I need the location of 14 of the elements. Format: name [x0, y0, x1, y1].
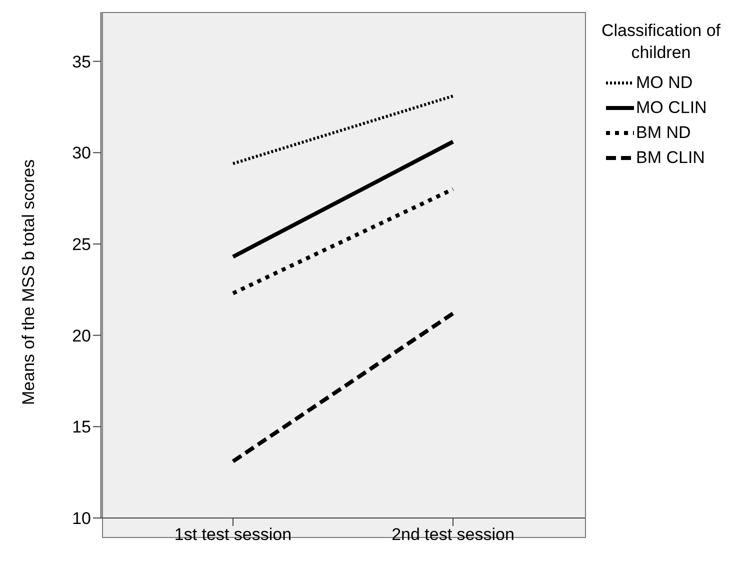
- y-tick-label: 25: [72, 235, 91, 254]
- legend-label: BM ND: [636, 122, 691, 142]
- y-tick-label: 20: [72, 326, 91, 346]
- x-tick-label: 2nd test session: [392, 525, 514, 544]
- y-tick-label: 30: [72, 144, 91, 163]
- x-tick-label: 1st test session: [174, 525, 292, 544]
- y-tick-label: 15: [72, 418, 91, 437]
- legend-label: BM CLIN: [636, 148, 705, 168]
- y-axis-title: Means of the MSS b total scores: [19, 159, 38, 405]
- y-tick-label: 10: [72, 509, 91, 528]
- y-tick-label: 35: [72, 52, 91, 72]
- legend-label: MO ND: [636, 72, 693, 92]
- legend-title: Classification of children: [600, 20, 722, 64]
- legend-label: MO CLIN: [636, 98, 707, 118]
